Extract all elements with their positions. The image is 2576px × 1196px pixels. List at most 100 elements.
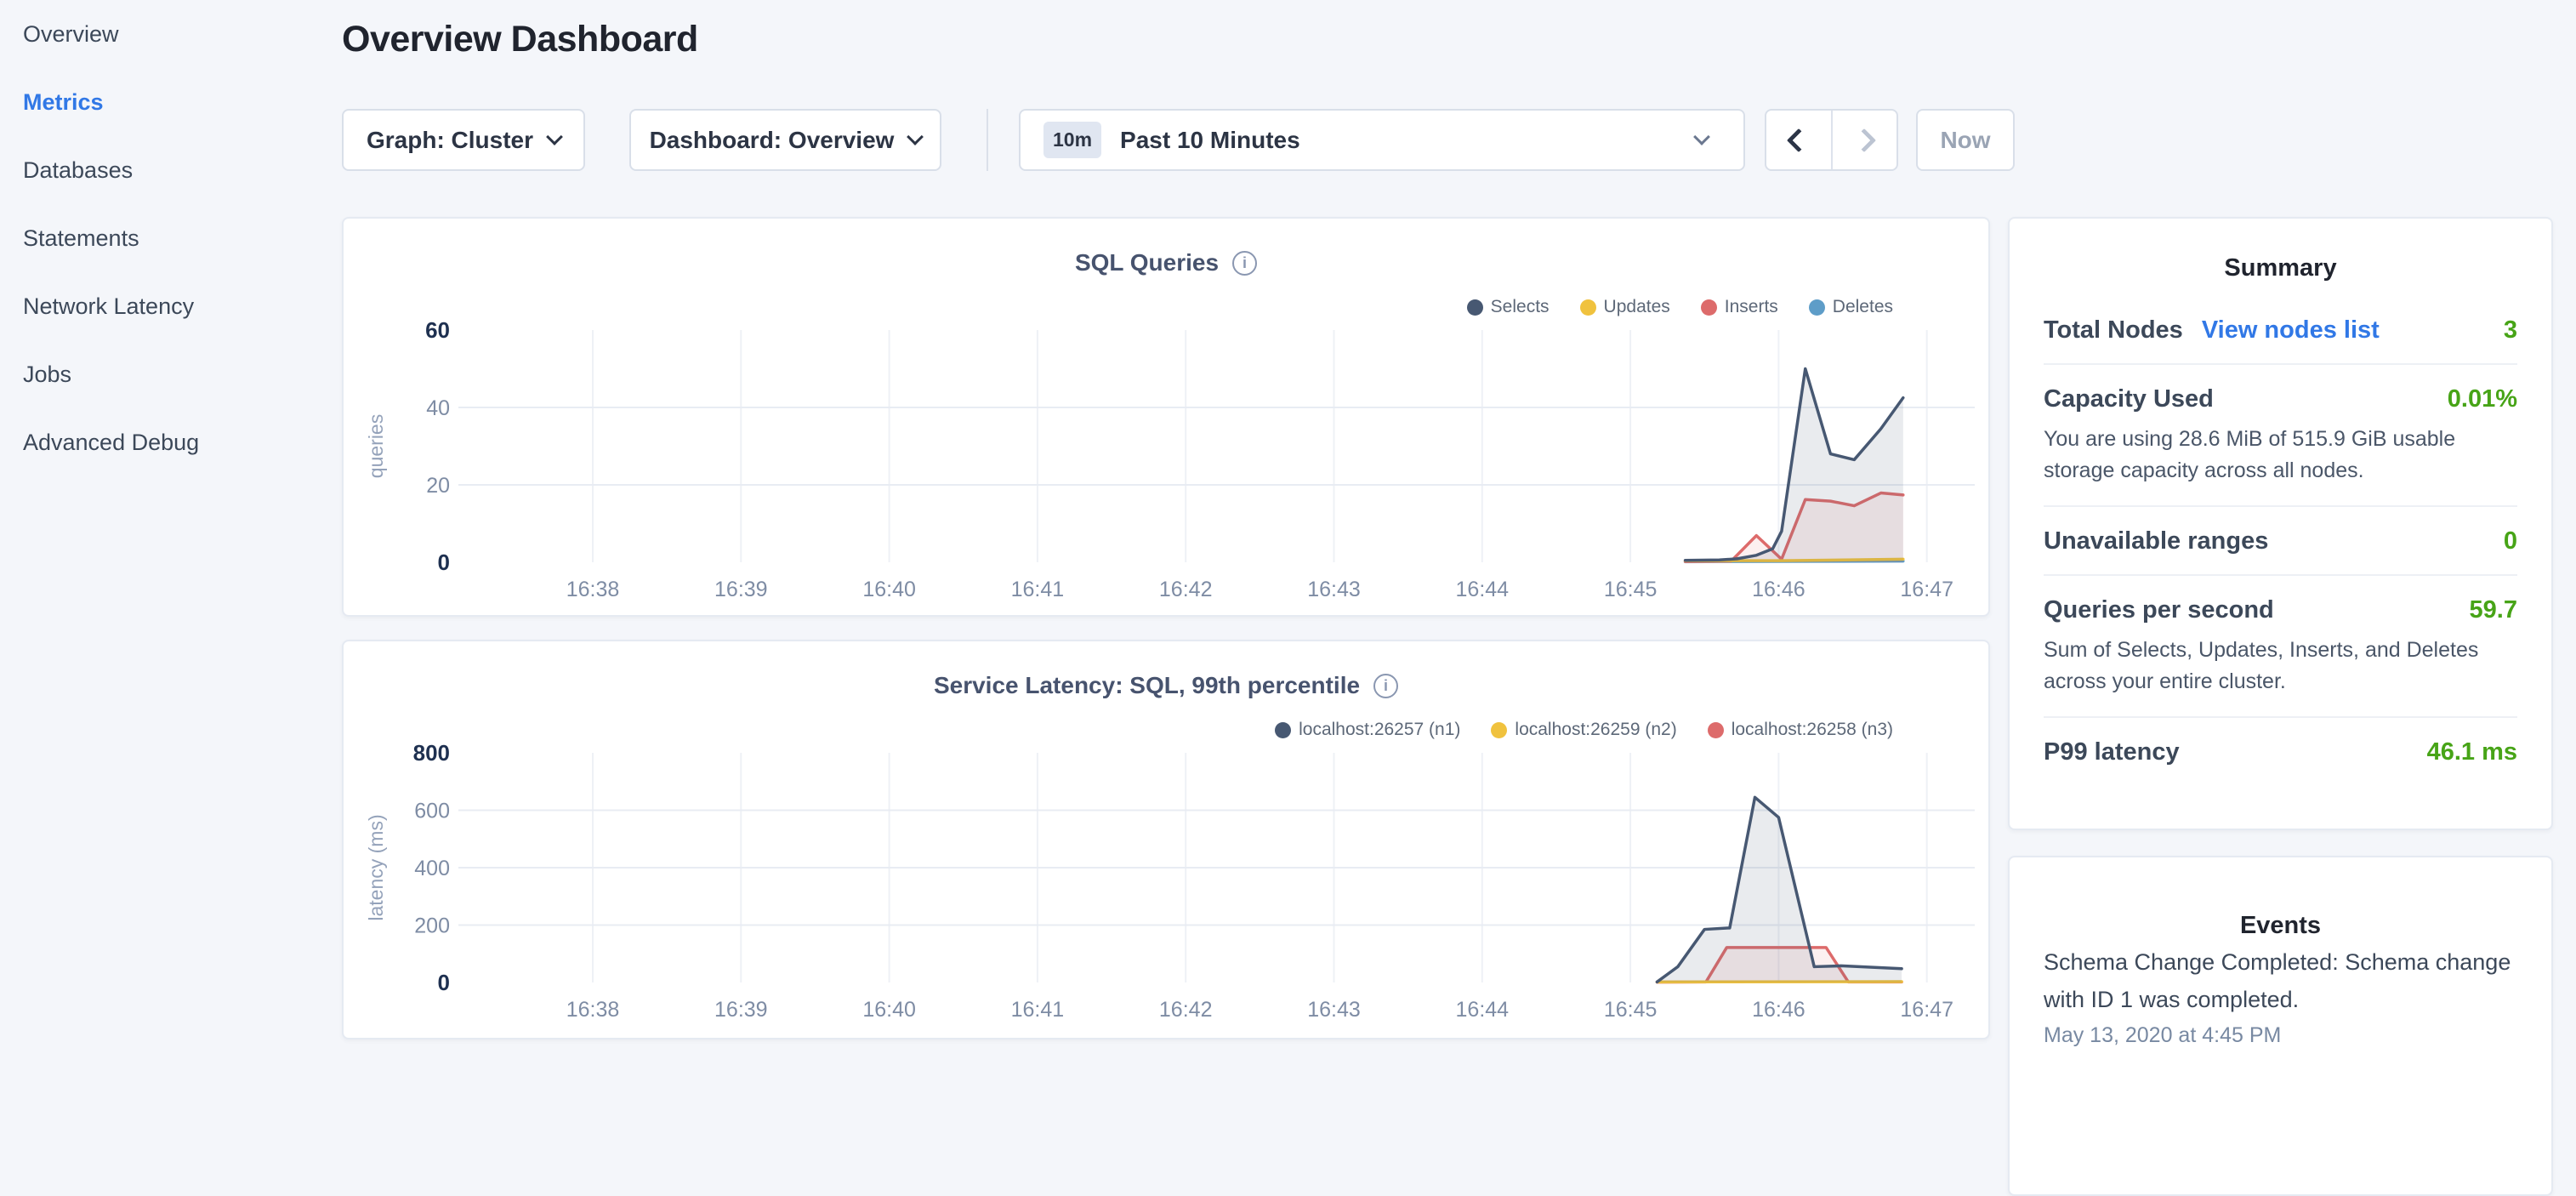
- chevron-left-icon: [1787, 128, 1811, 151]
- legend-label: Selects: [1491, 297, 1550, 317]
- legend-dot-icon: [1708, 722, 1724, 738]
- sidebar-item-network-latency[interactable]: Network Latency: [0, 272, 342, 340]
- chart-header: SQL Queries i: [344, 249, 1988, 276]
- info-icon[interactable]: i: [1232, 251, 1257, 276]
- legend-item-localhost-26258-n3[interactable]: localhost:26258 (n3): [1708, 720, 1893, 740]
- time-shift-forward-button[interactable]: [1831, 111, 1897, 169]
- service-latency-chart-card: Service Latency: SQL, 99th percentile i …: [342, 640, 1990, 1039]
- page-title: Overview Dashboard: [342, 19, 698, 60]
- right-column: Summary Total Nodes View nodes list 3 Capac…: [2008, 217, 2553, 1196]
- dashboard-dropdown-label: Dashboard: Overview: [650, 127, 895, 154]
- summary-row-value: 59.7: [2470, 596, 2517, 624]
- legend-item-deletes[interactable]: Deletes: [1809, 297, 1893, 317]
- svg-text:16:38: 16:38: [566, 998, 620, 1022]
- legend-label: Inserts: [1725, 297, 1778, 317]
- chevron-down-icon: [546, 128, 563, 145]
- legend-item-selects[interactable]: Selects: [1467, 297, 1550, 317]
- event-timestamp: May 13, 2020 at 4:45 PM: [2044, 1023, 2517, 1048]
- summary-row-value: 46.1 ms: [2427, 738, 2517, 766]
- summary-row-label: Queries per second: [2044, 596, 2274, 624]
- event-item[interactable]: Schema Change Completed: Schema change w…: [2044, 943, 2517, 1048]
- info-icon[interactable]: i: [1373, 674, 1398, 698]
- graph-scope-dropdown-label: Graph: Cluster: [367, 127, 533, 154]
- svg-text:60: 60: [425, 317, 450, 343]
- chart-title: SQL Queries: [1075, 249, 1219, 276]
- svg-text:16:40: 16:40: [862, 998, 916, 1022]
- svg-text:16:45: 16:45: [1604, 578, 1658, 601]
- toolbar: Graph: Cluster Dashboard: Overview 10m P…: [342, 109, 2016, 171]
- summary-rows: Total Nodes View nodes list 3 Capacity Used…: [2044, 316, 2517, 785]
- sidebar-item-metrics[interactable]: Metrics: [0, 68, 342, 136]
- svg-text:0: 0: [438, 550, 450, 575]
- legend-label: Updates: [1604, 297, 1670, 317]
- summary-row-label: Unavailable ranges: [2044, 527, 2268, 555]
- summary-row-unavailable-ranges: Unavailable ranges 0: [2044, 505, 2517, 574]
- summary-row-label: Capacity Used: [2044, 385, 2214, 413]
- sql-queries-chart-card: SQL Queries i Selects Updates Inserts Delet…: [342, 217, 1990, 617]
- events-list: Schema Change Completed: Schema change w…: [2044, 943, 2517, 1048]
- svg-text:16:46: 16:46: [1752, 578, 1805, 601]
- svg-text:16:45: 16:45: [1604, 998, 1658, 1022]
- legend-dot-icon: [1701, 299, 1717, 316]
- summary-row-description: Sum of Selects, Updates, Inserts, and De…: [2044, 635, 2517, 698]
- events-panel: Events Schema Change Completed: Schema c…: [2008, 856, 2553, 1196]
- chevron-right-icon: [1852, 128, 1876, 151]
- legend-dot-icon: [1580, 299, 1596, 316]
- svg-text:16:40: 16:40: [862, 578, 916, 601]
- summary-row-value: 0: [2504, 527, 2517, 555]
- svg-text:16:44: 16:44: [1456, 998, 1510, 1022]
- service-latency-plot: 16:3816:3916:4016:4116:4216:4316:4416:45…: [344, 641, 1992, 1041]
- sidebar-item-databases[interactable]: Databases: [0, 136, 342, 204]
- legend-dot-icon: [1809, 299, 1825, 316]
- svg-text:16:46: 16:46: [1752, 998, 1805, 1022]
- svg-text:20: 20: [426, 474, 450, 498]
- svg-text:16:39: 16:39: [714, 578, 768, 601]
- svg-text:40: 40: [426, 396, 450, 420]
- legend-dot-icon: [1491, 722, 1507, 738]
- now-button-label: Now: [1940, 127, 1990, 154]
- legend-dot-icon: [1275, 722, 1291, 738]
- svg-text:200: 200: [414, 914, 450, 938]
- legend-item-inserts[interactable]: Inserts: [1701, 297, 1778, 317]
- summary-row-value: 3: [2504, 316, 2517, 345]
- sidebar-item-jobs[interactable]: Jobs: [0, 340, 342, 408]
- chart-legend: localhost:26257 (n1) localhost:26259 (n2)…: [1275, 720, 1893, 740]
- graph-scope-dropdown[interactable]: Graph: Cluster: [342, 109, 585, 171]
- legend-label: localhost:26259 (n2): [1515, 720, 1676, 740]
- time-range-badge: 10m: [1043, 122, 1101, 158]
- sql-queries-plot: 16:3816:3916:4016:4116:4216:4316:4416:45…: [344, 219, 1992, 618]
- summary-row-p99-latency: P99 latency 46.1 ms: [2044, 716, 2517, 785]
- sidebar-item-statements[interactable]: Statements: [0, 204, 342, 272]
- legend-dot-icon: [1467, 299, 1483, 316]
- svg-text:16:38: 16:38: [566, 578, 620, 601]
- dashboard-dropdown[interactable]: Dashboard: Overview: [629, 109, 941, 171]
- sidebar-item-advanced-debug[interactable]: Advanced Debug: [0, 408, 342, 476]
- view-nodes-list-link[interactable]: View nodes list: [2202, 316, 2380, 345]
- chart-title: Service Latency: SQL, 99th percentile: [934, 672, 1360, 699]
- sidebar-item-overview[interactable]: Overview: [0, 0, 342, 68]
- svg-text:16:43: 16:43: [1307, 998, 1361, 1022]
- time-shift-back-button[interactable]: [1766, 111, 1831, 169]
- time-range-dropdown[interactable]: 10m Past 10 Minutes: [1019, 109, 1745, 171]
- chevron-down-icon: [907, 128, 924, 145]
- summary-row-label: P99 latency: [2044, 738, 2180, 766]
- chart-legend: Selects Updates Inserts Deletes: [1467, 297, 1893, 317]
- summary-row-total-nodes: Total Nodes View nodes list 3: [2044, 316, 2517, 363]
- legend-item-localhost-26257-n1[interactable]: localhost:26257 (n1): [1275, 720, 1460, 740]
- chart-header: Service Latency: SQL, 99th percentile i: [344, 672, 1988, 699]
- summary-row-value: 0.01%: [2448, 385, 2517, 413]
- svg-text:queries: queries: [365, 414, 387, 478]
- events-title: Events: [2044, 857, 2517, 940]
- summary-title: Summary: [2044, 219, 2517, 282]
- summary-panel: Summary Total Nodes View nodes list 3 Capac…: [2008, 217, 2553, 830]
- time-shift-button-group: [1765, 109, 1898, 171]
- legend-item-updates[interactable]: Updates: [1580, 297, 1670, 317]
- legend-item-localhost-26259-n2[interactable]: localhost:26259 (n2): [1491, 720, 1676, 740]
- now-button[interactable]: Now: [1916, 109, 2015, 171]
- svg-text:16:42: 16:42: [1159, 578, 1213, 601]
- summary-row-description: You are using 28.6 MiB of 515.9 GiB usab…: [2044, 424, 2517, 487]
- svg-text:16:41: 16:41: [1011, 998, 1065, 1022]
- svg-text:16:47: 16:47: [1900, 578, 1953, 601]
- summary-row-label: Total Nodes: [2044, 316, 2183, 345]
- sidebar: OverviewMetricsDatabasesStatementsNetwor…: [0, 0, 342, 1051]
